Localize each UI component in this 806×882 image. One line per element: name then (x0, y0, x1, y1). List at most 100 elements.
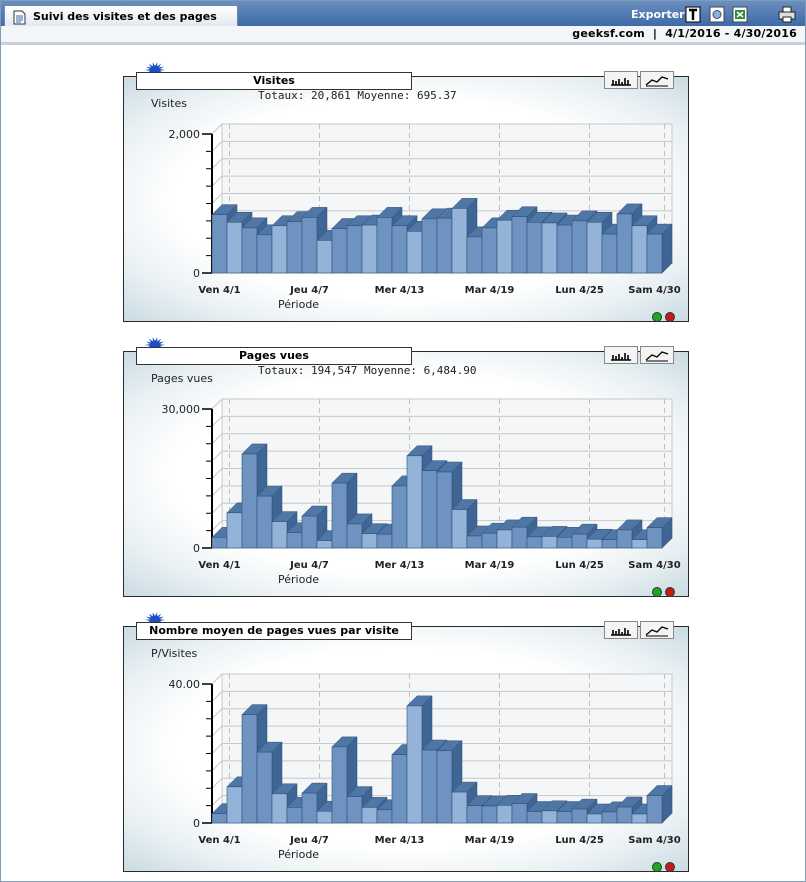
bar-chart-toggle-button[interactable] (604, 71, 638, 89)
bar (556, 537, 573, 549)
bar (271, 225, 288, 274)
grid-line-side (211, 141, 223, 152)
bar (211, 813, 228, 824)
y-tick-label: 40.00 (169, 678, 201, 691)
print-icon[interactable] (778, 6, 796, 23)
bar (541, 810, 558, 824)
x-tick-label: Mer 4/13 (375, 560, 425, 571)
bar (391, 485, 408, 549)
grid-line-side (211, 158, 223, 170)
grid-line-side (211, 416, 223, 427)
bar (271, 521, 288, 549)
html-export-icon[interactable] (709, 6, 725, 23)
bar (226, 512, 243, 549)
bar (256, 495, 273, 549)
chart-panel-pages-par-visite: Nombre moyen de pages vues par visite 40… (123, 612, 689, 872)
grid-line-side (211, 123, 223, 135)
bar-chart-toggle-button[interactable] (604, 621, 638, 639)
excel-export-icon[interactable] (732, 6, 748, 23)
bar (481, 532, 498, 549)
y-tick-label: 0 (193, 817, 200, 830)
x-tick-label: Mer 4/13 (375, 285, 425, 296)
grid-line-side (211, 760, 223, 772)
starburst-icon (145, 337, 165, 353)
x-tick-label: Mar 4/19 (465, 560, 515, 571)
grid-line-side (211, 708, 223, 720)
bar (631, 813, 648, 824)
grid-line-side (211, 193, 223, 204)
bar (601, 811, 618, 824)
bar (331, 746, 348, 824)
bar (616, 213, 633, 274)
bar (541, 536, 558, 549)
y-axis-label: P/Visites (151, 647, 198, 660)
bar (631, 539, 648, 549)
status-red-icon (665, 862, 675, 872)
totals-label: Totaux: 194,547 Moyenne: 6,484.90 (258, 364, 477, 377)
line-chart-icon (645, 626, 669, 637)
line-chart-toggle-button[interactable] (640, 621, 674, 639)
bar (631, 225, 648, 274)
bar (556, 811, 573, 824)
bar (451, 791, 468, 824)
x-axis-label: Période (278, 573, 319, 586)
x-axis-label: Période (278, 298, 319, 311)
line-chart-toggle-button[interactable] (640, 346, 674, 364)
grid-line-side (211, 502, 223, 514)
status-red-icon (665, 587, 675, 597)
status-green-icon (652, 862, 662, 872)
text-export-icon[interactable] (685, 6, 701, 23)
bar (571, 808, 588, 824)
bar (226, 221, 243, 274)
bar (616, 806, 633, 824)
x-tick-label: Mer 4/13 (375, 835, 425, 846)
status-green-icon (652, 312, 662, 322)
bar (481, 805, 498, 824)
bar (616, 529, 633, 549)
bar (526, 221, 543, 274)
x-tick-label: Lun 4/25 (555, 285, 604, 296)
bar (241, 453, 258, 549)
bar (376, 533, 393, 549)
bar (421, 470, 438, 549)
bar (571, 533, 588, 549)
line-chart-toggle-button[interactable] (640, 71, 674, 89)
grid-line-side (211, 795, 223, 806)
bar (586, 813, 603, 824)
grid-line-side (211, 725, 223, 737)
bar-chart-toggle-button[interactable] (604, 346, 638, 364)
status-red-icon (665, 312, 675, 322)
bar (376, 809, 393, 824)
chart-title: Visites (136, 72, 412, 90)
bar (421, 218, 438, 274)
bar (241, 227, 258, 274)
x-tick-label: Ven 4/1 (198, 835, 240, 846)
bar (316, 240, 333, 274)
bar (451, 509, 468, 549)
grid-line-side (211, 673, 223, 685)
bar (211, 214, 228, 274)
bar (496, 529, 513, 549)
grid-line-side (211, 743, 223, 754)
bar-chart-icon (611, 78, 631, 86)
top-toolbar: Suivi des visites et des pages vues Expo… (1, 1, 805, 36)
bar (541, 222, 558, 274)
export-label: Exporter (631, 8, 685, 21)
grid-line-side (211, 468, 223, 479)
bar (556, 224, 573, 274)
starburst-icon (145, 612, 165, 628)
x-tick-label: Jeu 4/7 (289, 835, 329, 846)
bar (361, 807, 378, 824)
line-chart-icon (645, 351, 669, 362)
bar (481, 227, 498, 274)
bar (241, 714, 258, 824)
report-tab[interactable]: Suivi des visites et des pages vues (4, 5, 238, 36)
site-name: geeksf.com (572, 27, 645, 40)
x-axis-label: Période (278, 848, 319, 861)
bar (226, 786, 243, 824)
bar (496, 219, 513, 274)
bar (286, 807, 303, 824)
x-tick-label: Sam 4/30 (628, 835, 680, 846)
grid-line-side (211, 450, 223, 462)
chart-panel-visites: Visites Totaux: 20,861 Moyenne: 695.37 2… (123, 62, 689, 322)
